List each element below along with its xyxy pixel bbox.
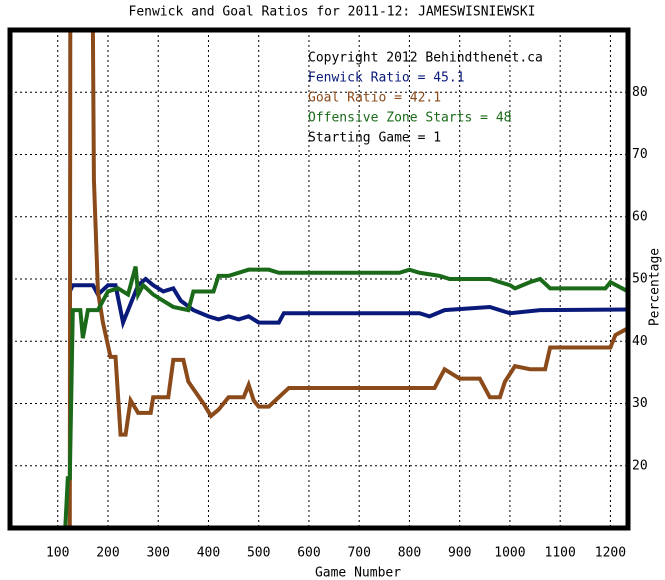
y-tick-label: 50 <box>632 272 648 287</box>
annotation: Copyright 2012 Behindthenet.ca <box>308 51 543 66</box>
series-line <box>67 30 628 528</box>
x-tick-label: 400 <box>197 546 220 561</box>
x-tick-label: 1000 <box>494 546 525 561</box>
x-tick-label: 100 <box>46 546 69 561</box>
chart-title: Fenwick and Goal Ratios for 2011-12: JAM… <box>129 5 536 20</box>
x-tick-label: 300 <box>146 546 169 561</box>
x-tick-label: 600 <box>297 546 320 561</box>
plot-border <box>7 27 631 531</box>
y-tick-label: 60 <box>632 209 648 224</box>
y-tick-label: 40 <box>632 334 648 349</box>
y-tick-label: 30 <box>632 396 648 411</box>
y-tick-label: 80 <box>632 85 648 100</box>
legend-entry: Fenwick Ratio = 45.1 <box>308 71 465 86</box>
legend-entry: Offensive Zone Starts = 48 <box>308 111 512 126</box>
y-tick-label: 70 <box>632 147 648 162</box>
grid <box>10 30 628 528</box>
x-tick-label: 200 <box>96 546 119 561</box>
annotation: Starting Game = 1 <box>308 131 441 146</box>
y-tick-label: 20 <box>632 458 648 473</box>
legend-entry: Goal Ratio = 42.1 <box>308 91 441 106</box>
x-tick-label: 800 <box>398 546 421 561</box>
x-tick-label: 1100 <box>545 546 576 561</box>
legend: Copyright 2012 Behindthenet.ca Fenwick Ra… <box>308 51 543 146</box>
y-axis-label: Percentage <box>648 248 663 326</box>
series-line <box>63 266 628 528</box>
series-line <box>67 276 628 330</box>
x-tick-label: 500 <box>247 546 270 561</box>
x-tick-label: 700 <box>347 546 370 561</box>
x-tick-label: 900 <box>448 546 471 561</box>
plot-lines <box>63 30 628 528</box>
x-axis-label: Game Number <box>315 566 401 580</box>
x-tick-label: 1200 <box>595 546 626 561</box>
